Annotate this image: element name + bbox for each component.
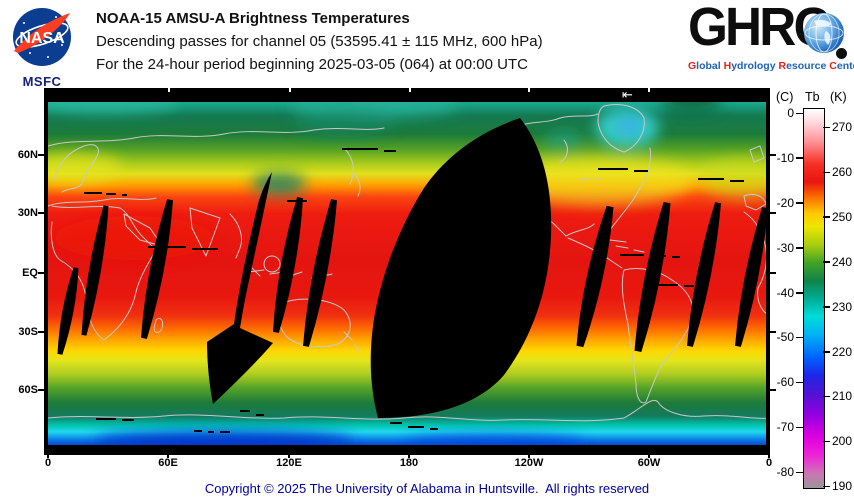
celsius-tick	[796, 292, 803, 294]
celsius-tick	[796, 247, 803, 249]
celsius-tick	[796, 112, 803, 114]
colorbar	[803, 108, 825, 489]
kelvin-tick-label: 220	[832, 344, 853, 359]
msfc-caption: MSFC	[22, 74, 62, 89]
ghrc-tagline-word: Hydrology	[723, 60, 776, 72]
lon-label: 60E	[158, 457, 178, 469]
lon-label: 0	[44, 457, 52, 469]
celsius-tick	[796, 471, 803, 473]
celsius-tick	[796, 157, 803, 159]
lon-label: 120E	[276, 457, 302, 469]
kelvin-tick-label: 200	[832, 434, 853, 449]
lat-tick-right	[770, 212, 776, 214]
lat-tick-right	[770, 389, 776, 391]
page-title: NOAA-15 AMSU-A Brightness Temperatures	[96, 10, 410, 27]
ghrc-globe-stand	[836, 48, 847, 59]
celsius-tick	[796, 336, 803, 339]
lat-tick-right	[770, 331, 776, 333]
kelvin-tick-label: 230	[832, 299, 853, 314]
celsius-tick	[796, 381, 803, 384]
lat-label: 30N	[17, 207, 38, 219]
nasa-logo-text: NASA	[19, 30, 65, 47]
nasa-logo-icon: NASA	[13, 8, 71, 66]
ghrc-tagline-word: Resource	[778, 60, 827, 72]
ghrc-globe-icon	[804, 13, 844, 53]
lat-tick-right	[770, 272, 776, 274]
lat-label: EQ	[22, 267, 38, 279]
subtitle-channel: Descending passes for channel 05 (53595.…	[96, 33, 543, 50]
swath-gaps	[57, 118, 768, 433]
lon-label: 0	[765, 457, 773, 469]
ghrc-tagline-word: Center	[829, 60, 854, 72]
colorbar-header-kelvin: (K)	[830, 90, 847, 104]
ghrc-tagline: Global Hydrology Resource Center	[688, 60, 854, 72]
lon-label: 180	[399, 457, 419, 469]
copyright-text: Copyright © 2025 The University of Alaba…	[204, 481, 650, 496]
kelvin-tick-label: 270	[832, 120, 853, 135]
lat-label: 30S	[18, 326, 38, 338]
kelvin-tick-label: 250	[832, 209, 853, 224]
ghrc-logo: GHRC Global Hydrology Resource Center	[688, 0, 854, 76]
celsius-tick	[796, 426, 803, 429]
ghrc-tagline-word: Global	[688, 60, 721, 72]
map-frame	[44, 88, 770, 455]
celsius-tick-label: -80	[776, 465, 794, 479]
lat-tick-right	[770, 154, 776, 156]
lon-label: 60W	[637, 457, 661, 469]
lon-label: 120W	[514, 457, 544, 469]
lat-label: 60S	[18, 384, 38, 396]
lat-label: 60N	[17, 149, 38, 161]
overlap-arrow-icon: ⇤	[622, 88, 633, 102]
kelvin-tick-label: 210	[832, 389, 853, 404]
nasa-logo-block: NASA MSFC	[10, 5, 74, 89]
colorbar-header-tb: Tb	[805, 90, 820, 104]
map-plot: ⇤	[44, 88, 770, 455]
celsius-tick	[796, 202, 803, 204]
kelvin-tick-label: 260	[832, 165, 853, 179]
subtitle-period: For the 24-hour period beginning 2025-03…	[96, 56, 528, 73]
kelvin-tick-label: 240	[832, 254, 853, 269]
ghrc-acronym-ghr: GHR	[688, 0, 796, 57]
top-axis-ticks	[168, 88, 650, 92]
colorbar-header-celsius: (C)	[776, 90, 794, 104]
